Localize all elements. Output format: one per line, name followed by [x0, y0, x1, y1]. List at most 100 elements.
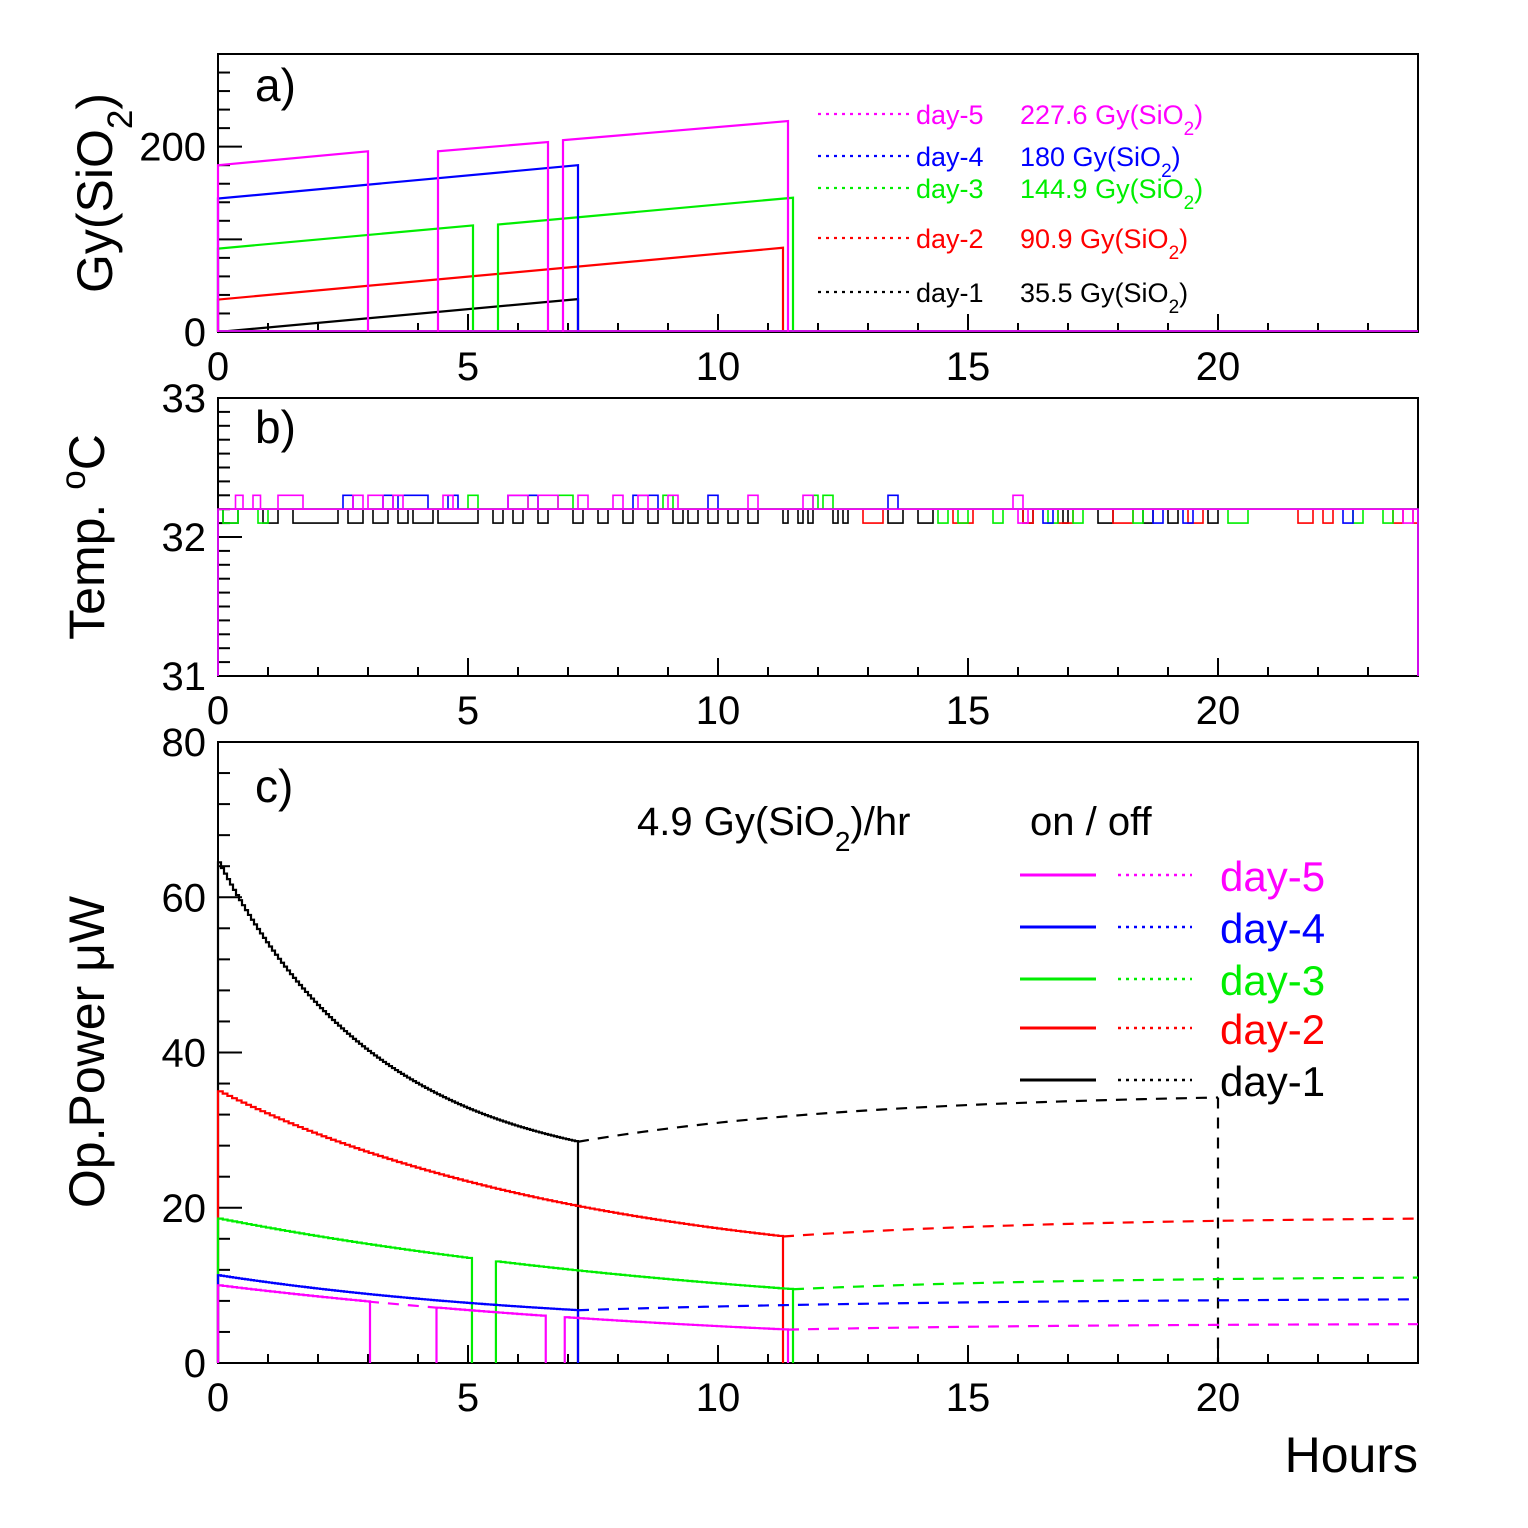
- panel-b-temp-bump-day-4: [397, 494, 429, 510]
- panel-b-temp-dip-day-1: [437, 509, 479, 524]
- panel-b-temp-dip-day-5: [1402, 509, 1414, 524]
- panel-b-y-tick-label: 33: [162, 377, 207, 421]
- panel-b-temp-dip-day-1: [887, 509, 904, 524]
- panel-b-temp-bump-day-5: [392, 494, 404, 510]
- panel-b-temp-bump-day-5: [352, 494, 364, 510]
- panel-c-legend-label-day-2: day-2: [1220, 1006, 1325, 1053]
- panel-c-dose-rate-annotation: 4.9 Gy(SiO2)/hr: [637, 800, 910, 857]
- panel-a-legend-value-day-3: 144.9 Gy(SiO2): [1020, 174, 1203, 214]
- panel-a-dose-line-day-5: [216, 150, 370, 332]
- panel-b-y-tick-label: 31: [162, 655, 207, 699]
- panel-a-x-tick-label: 15: [946, 345, 991, 389]
- panel-c-legend-label-day-5: day-5: [1220, 853, 1325, 900]
- panel-c-power-off-line-day-1: [577, 1096, 1219, 1143]
- panel-b-temp-dip-day-1: [797, 509, 804, 524]
- panel-a-y-tick-label: 0: [184, 311, 206, 355]
- panel-b-temp-dip-day-2: [1297, 509, 1314, 524]
- panel-b-temp-dip-day-1: [412, 509, 434, 524]
- panel-b-temp-dip-day-4: [1182, 509, 1194, 524]
- panel-a-dose-line-day-3: [496, 196, 795, 332]
- panel-c-y-tick-label: 0: [184, 1342, 206, 1386]
- panel-b-temp-bump-day-5: [637, 494, 649, 510]
- panel-b-temp-dip-day-1: [747, 509, 759, 524]
- panel-b-temp-dip-day-4: [1042, 509, 1054, 524]
- x-axis-title: Hours: [1285, 1427, 1418, 1483]
- panel-b-temperature: 0 5 10 15 20 31 32 33 Temp. oC b): [54, 377, 1419, 733]
- panel-c-power-off-line-day-3: [792, 1276, 1419, 1291]
- panel-b-temp-dip-day-1: [832, 509, 839, 524]
- panel-c-x-tick-label: 20: [1196, 1376, 1241, 1420]
- panel-c-power-on-line-day-5: [216, 1284, 790, 1363]
- panel-b-temp-dip-day-2: [1322, 509, 1334, 524]
- panel-a-legend-value-day-4: 180 Gy(SiO2): [1020, 142, 1181, 182]
- panel-b-temp-dip-day-1: [917, 509, 934, 524]
- panel-a-dose-line-day-5: [436, 140, 550, 332]
- panel-b-y-tick-label: 32: [162, 516, 207, 560]
- panel-c-power-off-line-day-2: [782, 1217, 1419, 1238]
- panel-b-temp-dip-day-3: [992, 509, 1004, 524]
- panel-b-temp-dip-day-3: [257, 509, 269, 524]
- panel-b-temp-bump-day-5: [252, 494, 262, 510]
- panel-b-y-axis-title: Temp. oC: [54, 434, 116, 640]
- panel-c-power-on-line-day-1: [216, 861, 580, 1363]
- panel-b-temp-dip-day-1: [622, 509, 634, 524]
- panel-c-on-off-annotation: on / off: [1030, 800, 1152, 844]
- panel-b-x-tick-label: 15: [946, 689, 991, 733]
- panel-c-label: c): [255, 760, 293, 812]
- panel-c-y-tick-label: 60: [162, 876, 207, 920]
- panel-b-temp-dip-day-1: [397, 509, 409, 524]
- panel-b-temp-dip-day-4: [1342, 509, 1354, 524]
- panel-b-temp-dip-day-1: [347, 509, 364, 524]
- panel-b-temp-dip-day-1: [292, 509, 339, 524]
- panel-b-temp-dip-day-2: [862, 509, 884, 524]
- panel-c-legend-label-day-1: day-1: [1220, 1058, 1325, 1105]
- panel-b-temp-bump-day-5: [442, 494, 454, 510]
- panel-a-y-tick-label: 200: [139, 126, 206, 170]
- panel-a-legend-value-day-2: 90.9 Gy(SiO2): [1020, 224, 1188, 264]
- panel-c-x-tick-label: 5: [457, 1376, 479, 1420]
- panel-b-x-tick-label: 5: [457, 689, 479, 733]
- panel-b-temp-dip-day-4: [1152, 509, 1164, 524]
- panel-a-x-tick-label: 5: [457, 345, 479, 389]
- panel-b-temp-bump-day-3: [467, 494, 479, 510]
- panel-b-temp-dip-day-1: [492, 509, 504, 524]
- panel-b-temp-dip-day-1: [572, 509, 584, 524]
- panel-b-temp-dip-day-1: [1167, 509, 1179, 524]
- panel-b-temp-bump-day-5: [507, 494, 529, 510]
- panel-b-temp-dip-day-5: [1017, 509, 1029, 524]
- panel-b-temp-dip-day-1: [782, 509, 789, 524]
- panel-b-x-tick-label: 0: [207, 689, 229, 733]
- panel-a-legend-label-day-5: day-5: [916, 100, 984, 130]
- panel-b-temp-dip-day-1: [647, 509, 659, 524]
- panel-b-temp-dip-day-3: [937, 509, 949, 524]
- panel-a-y-axis-title: Gy(SiO2): [67, 93, 140, 293]
- panel-c-x-tick-label: 0: [207, 1376, 229, 1420]
- panel-b-x-tick-label: 20: [1196, 689, 1241, 733]
- panel-b-temp-dip-day-1: [372, 509, 389, 524]
- panel-b-temp-dip-day-1: [687, 509, 699, 524]
- panel-b-temp-dip-day-1: [842, 509, 849, 524]
- panel-b-temp-dip-day-1: [1207, 509, 1219, 524]
- panel-a-x-tick-label: 20: [1196, 345, 1241, 389]
- panel-b-temp-baseline-day-5: [217, 508, 1419, 676]
- panel-c-y-tick-label: 20: [162, 1187, 207, 1231]
- panel-a-legend-value-day-5: 227.6 Gy(SiO2): [1020, 100, 1203, 140]
- panel-b-temp-dip-day-2: [1187, 509, 1204, 524]
- panel-b-x-tick-label: 10: [696, 689, 741, 733]
- panel-b-temp-dip-day-3: [222, 509, 239, 524]
- panel-c-power-off-line-day-4: [577, 1298, 1419, 1312]
- panel-a-dose-line-day-5: [561, 119, 790, 332]
- panel-b-temp-dip-day-1: [512, 509, 524, 524]
- panel-b-temp-bump-day-5: [367, 494, 384, 510]
- panel-c-power-off-line-day-5: [787, 1323, 1419, 1331]
- panel-b-temp-bump-day-5: [1012, 494, 1024, 510]
- panel-c-y-tick-label: 80: [162, 721, 207, 765]
- panel-a-legend-label-day-1: day-1: [916, 278, 984, 308]
- panel-c-power-on-line-day-3: [216, 1217, 795, 1363]
- panel-b-temp-bump-day-5: [802, 494, 814, 510]
- panel-a-label: a): [255, 59, 296, 111]
- panel-b-temp-bump-day-3: [822, 494, 834, 510]
